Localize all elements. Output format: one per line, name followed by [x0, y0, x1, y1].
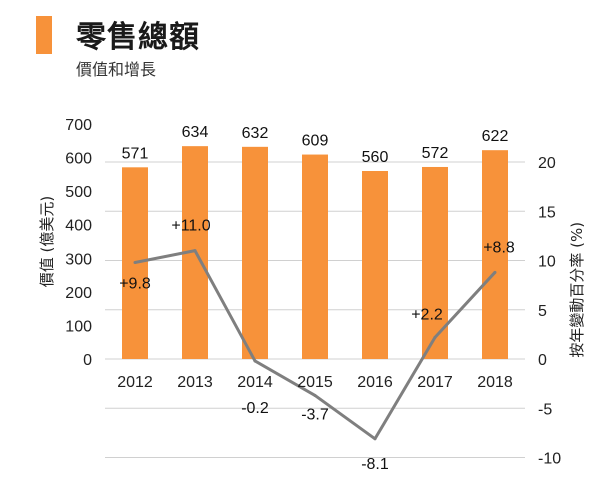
y-left-tick-label: 400 — [65, 218, 92, 235]
line-value-label: +9.8 — [119, 275, 151, 292]
line-point — [193, 249, 197, 253]
bar-value-label: 609 — [302, 133, 329, 150]
line-value-label: -0.2 — [241, 400, 269, 417]
y-left-tick-label: 600 — [65, 151, 92, 168]
line-value-label: -3.7 — [301, 406, 329, 423]
y-left-tick-label: 500 — [65, 184, 92, 201]
y-left-axis-title: 價值 (億美元) — [38, 196, 56, 287]
line-series — [133, 249, 497, 441]
line-point — [373, 437, 377, 441]
bar — [362, 171, 388, 359]
y-right-tick-label: 20 — [538, 155, 556, 172]
line-point — [133, 260, 137, 264]
line-value-label: +11.0 — [171, 218, 210, 235]
y-left-tick-label: 0 — [83, 352, 92, 369]
bar-value-label: 622 — [482, 128, 509, 145]
y-right-tick-label: 0 — [538, 352, 547, 369]
bar-series — [122, 146, 508, 359]
x-tick-label: 2017 — [417, 374, 453, 391]
bar-value-label: 571 — [122, 145, 149, 162]
bar — [242, 146, 268, 359]
line-value-label: +8.8 — [483, 239, 515, 256]
chart-subtitle: 價值和增長 — [76, 60, 157, 79]
bar — [482, 150, 508, 359]
x-tick-label: 2012 — [117, 374, 153, 391]
line-value-label: -8.1 — [361, 456, 389, 473]
x-tick-label: 2016 — [357, 374, 393, 391]
x-tick-label: 2015 — [297, 374, 333, 391]
x-tick-label: 2014 — [237, 374, 273, 391]
y-right-axis-title: 按年變動百分率 (%) — [568, 222, 586, 358]
bar — [422, 166, 448, 359]
y-left-tick-label: 700 — [65, 117, 92, 134]
line-point — [253, 359, 257, 363]
line-point — [433, 335, 437, 339]
bar-value-label: 560 — [362, 149, 389, 166]
axes: 0 100 200 300 400 500 600 700 -10 -5 0 5 10 15 20 價值 (億… — [38, 117, 586, 468]
y-left-tick-label: 100 — [65, 318, 92, 335]
line-value-label: +2.2 — [411, 306, 443, 323]
y-right-tick-label: -10 — [538, 451, 561, 468]
y-left-tick-label: 300 — [65, 251, 92, 268]
bar — [302, 154, 328, 359]
data-labels: 571 634 632 609 560 572 622 +9.8 +11.0 -0.2 -3.7 -8… — [119, 124, 515, 473]
x-tick-label: 2013 — [177, 374, 213, 391]
bar-value-label: 632 — [242, 125, 269, 142]
bar-value-label: 572 — [422, 145, 449, 162]
line-point — [493, 270, 497, 274]
y-right-tick-label: 15 — [538, 204, 556, 221]
x-tick-label: 2018 — [477, 374, 513, 391]
y-right-tick-label: 10 — [538, 254, 556, 271]
y-right-tick-label: 5 — [538, 303, 547, 320]
title-accent-bar — [36, 16, 52, 54]
y-left-tick-label: 200 — [65, 285, 92, 302]
line-point — [313, 393, 317, 397]
bar-value-label: 634 — [182, 124, 209, 141]
chart-title: 零售總額 — [76, 20, 200, 55]
y-right-tick-label: -5 — [538, 401, 552, 418]
